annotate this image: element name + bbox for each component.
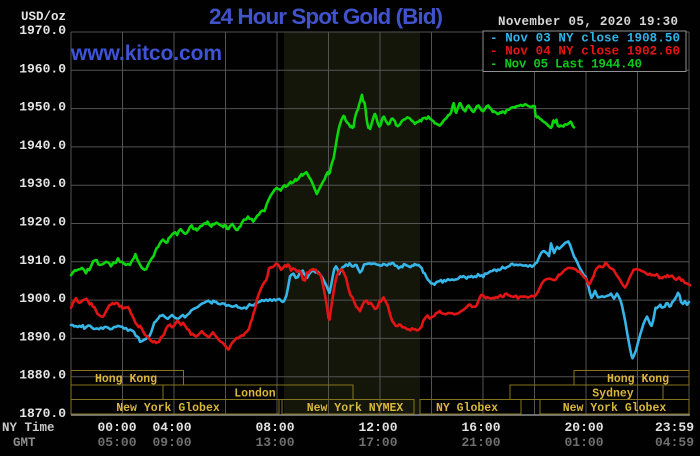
svg-text:01:00: 01:00 — [564, 435, 603, 450]
svg-text:Sydney: Sydney — [592, 387, 634, 400]
svg-text:21:00: 21:00 — [461, 435, 500, 450]
svg-text:1930.0: 1930.0 — [19, 176, 66, 191]
svg-text:05:00: 05:00 — [97, 435, 136, 450]
svg-text:1920.0: 1920.0 — [19, 215, 66, 230]
svg-text:17:00: 17:00 — [358, 435, 397, 450]
svg-text:GMT: GMT — [13, 436, 36, 450]
svg-text:Hong Kong: Hong Kong — [95, 373, 157, 386]
svg-text:1970.0: 1970.0 — [19, 23, 66, 38]
svg-text:1890.0: 1890.0 — [19, 329, 66, 344]
svg-text:www.kitco.com: www.kitco.com — [70, 42, 222, 65]
svg-text:- Nov 05 Last 1944.40: - Nov 05 Last 1944.40 — [490, 58, 642, 72]
svg-text:New York Globex: New York Globex — [116, 402, 220, 415]
svg-text:04:59: 04:59 — [655, 435, 694, 450]
svg-text:Hong Kong: Hong Kong — [607, 373, 669, 386]
svg-text:1940.0: 1940.0 — [19, 138, 66, 153]
svg-text:1910.0: 1910.0 — [19, 253, 66, 268]
svg-text:New York NYMEX: New York NYMEX — [307, 402, 404, 415]
svg-text:1870.0: 1870.0 — [19, 406, 66, 421]
svg-text:New York Globex: New York Globex — [563, 402, 667, 415]
svg-text:London: London — [234, 387, 276, 400]
svg-text:23:59: 23:59 — [655, 420, 694, 435]
svg-text:08:00: 08:00 — [255, 420, 294, 435]
svg-text:November 05, 2020 19:30: November 05, 2020 19:30 — [498, 15, 678, 29]
svg-text:09:00: 09:00 — [152, 435, 191, 450]
svg-text:00:00: 00:00 — [97, 420, 136, 435]
svg-text:- Nov 03 NY close 1908.50: - Nov 03 NY close 1908.50 — [490, 32, 680, 46]
svg-text:13:00: 13:00 — [255, 435, 294, 450]
svg-text:1960.0: 1960.0 — [19, 61, 66, 76]
svg-text:USD/oz: USD/oz — [21, 10, 66, 24]
svg-text:12:00: 12:00 — [358, 420, 397, 435]
svg-text:NY Globex: NY Globex — [436, 402, 498, 415]
svg-text:16:00: 16:00 — [461, 420, 500, 435]
svg-text:NY Time: NY Time — [2, 421, 55, 435]
svg-text:1900.0: 1900.0 — [19, 291, 66, 306]
svg-text:- Nov 04 NY close 1902.60: - Nov 04 NY close 1902.60 — [490, 45, 680, 59]
svg-text:1880.0: 1880.0 — [19, 368, 66, 383]
svg-text:04:00: 04:00 — [152, 420, 191, 435]
svg-text:24 Hour Spot Gold (Bid): 24 Hour Spot Gold (Bid) — [209, 4, 443, 29]
svg-text:20:00: 20:00 — [564, 420, 603, 435]
svg-text:1950.0: 1950.0 — [19, 100, 66, 115]
